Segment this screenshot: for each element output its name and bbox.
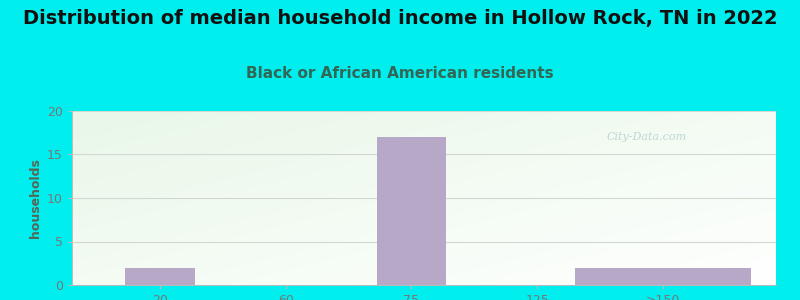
Text: Black or African American residents: Black or African American residents — [246, 66, 554, 81]
Bar — [126, 268, 194, 285]
Y-axis label: households: households — [29, 158, 42, 238]
Bar — [575, 268, 751, 285]
Text: Distribution of median household income in Hollow Rock, TN in 2022: Distribution of median household income … — [22, 9, 778, 28]
Text: City-Data.com: City-Data.com — [607, 132, 687, 142]
Bar — [377, 137, 446, 285]
